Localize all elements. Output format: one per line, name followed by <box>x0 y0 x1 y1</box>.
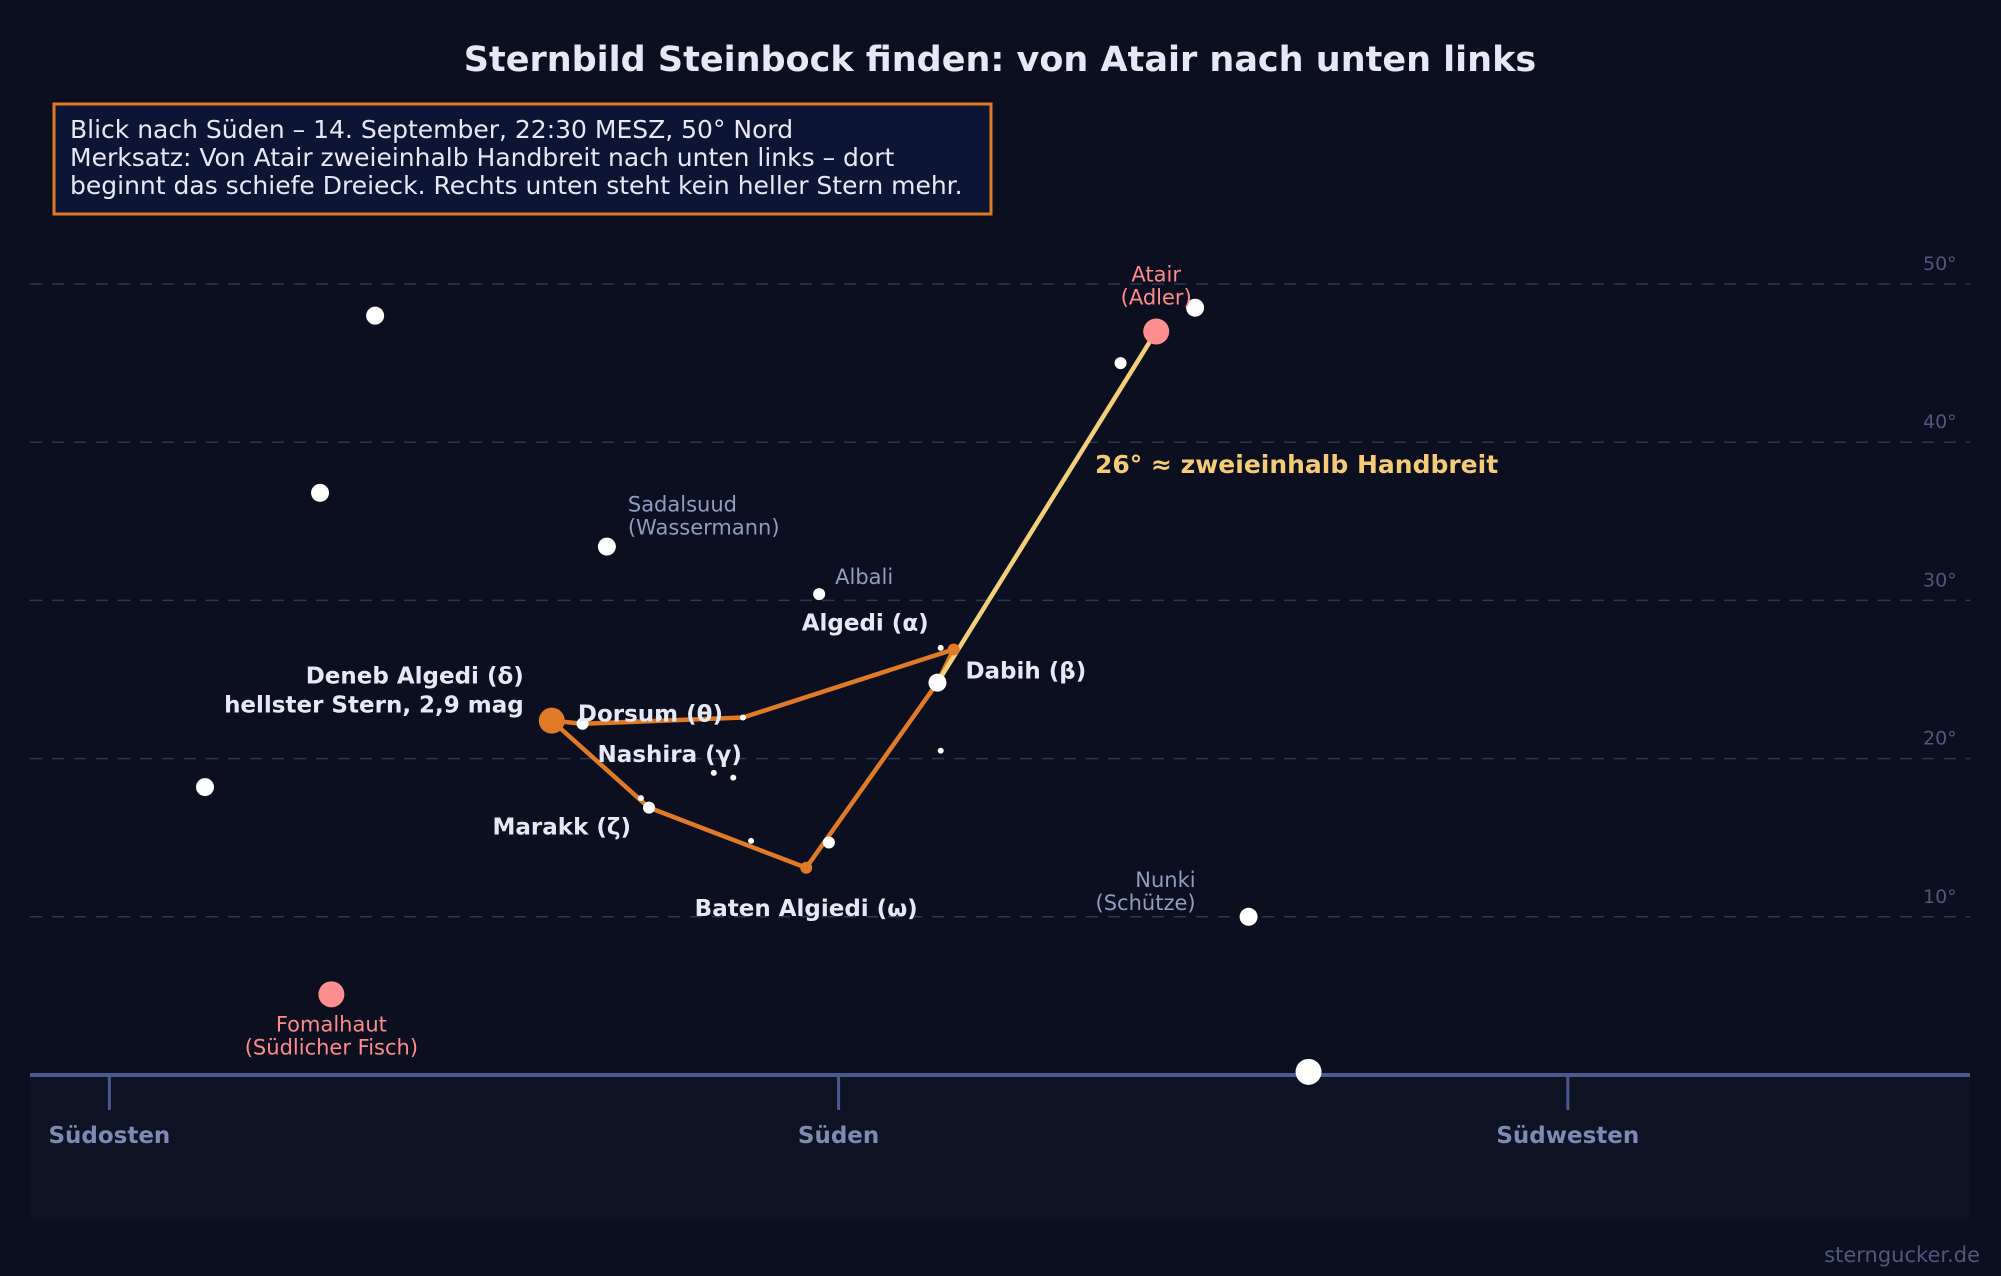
star-sublabel-sadalsuud: (Wassermann) <box>628 516 780 540</box>
pointer-line <box>935 329 1159 685</box>
field-star <box>195 778 214 797</box>
info-box-line-1: Blick nach Süden – 14. September, 22:30 … <box>70 115 793 144</box>
star-label-dorsum: Dorsum (θ) <box>578 701 723 727</box>
star-atair <box>1143 318 1170 345</box>
star-dorsum <box>739 714 746 721</box>
star-algedi <box>947 643 960 656</box>
info-box-frame <box>52 102 993 216</box>
star-sublabel-nunki: (Schütze) <box>1096 891 1196 915</box>
star-label-nunki: Nunki <box>1135 868 1195 892</box>
star-sublabel-fomalhaut: (Südlicher Fisch) <box>245 1035 418 1059</box>
star-label-algedi: Algedi (α) <box>802 610 929 636</box>
altitude-tick-label: 50° <box>1923 253 1957 275</box>
star-label-atair: Atair <box>1131 262 1181 286</box>
field-star <box>366 306 385 325</box>
info-box: Blick nach Süden – 14. September, 22:30 … <box>52 102 993 216</box>
star-label-marakk: Marakk (ζ) <box>493 815 631 841</box>
field-star <box>1186 298 1205 317</box>
star-label-dabih: Dabih (β) <box>965 659 1086 685</box>
star-dabih <box>928 673 947 692</box>
star-nunki <box>1239 907 1258 926</box>
star-baten_algiedi <box>800 861 813 874</box>
field-star <box>822 836 835 849</box>
ground: Südosten Süden Südwesten <box>30 1073 1970 1219</box>
ground-band <box>30 1075 1970 1219</box>
field-star <box>937 644 944 651</box>
altitude-tick-label: 40° <box>1923 411 1957 433</box>
constellation-line <box>549 718 652 810</box>
field-star <box>1114 357 1127 370</box>
field-star <box>710 769 717 776</box>
field-star <box>311 483 330 502</box>
star-deneb_algedi <box>538 707 565 734</box>
field-star <box>730 774 737 781</box>
direction-label: Südwesten <box>1496 1123 1639 1149</box>
direction-label: Südosten <box>48 1123 170 1149</box>
altitude-tick-label: 10° <box>1923 886 1957 908</box>
star-nashira <box>576 717 589 730</box>
stars <box>195 298 1322 1085</box>
star-label-albali: Albali <box>835 565 893 589</box>
star-label-sadalsuud: Sadalsuud <box>628 493 737 517</box>
credit-text: sterngucker.de <box>1824 1243 1980 1267</box>
star-label-fomalhaut: Fomalhaut <box>276 1012 387 1036</box>
star-label-baten_algiedi: Baten Algiedi (ω) <box>695 896 918 922</box>
altitude-tick-label: 30° <box>1923 569 1957 591</box>
constellation-lines: 26° ≈ zweieinhalb Handbreit <box>549 329 1498 871</box>
star-label-deneb_algedi: Deneb Algedi (δ) <box>306 664 524 690</box>
field-star <box>655 714 662 721</box>
altitude-grid: 10° 20° 30° 40° 50° <box>30 253 1970 918</box>
chart-title: Sternbild Steinbock finden: von Atair na… <box>464 40 1536 80</box>
direction-label: Süden <box>798 1123 879 1149</box>
constellation-line <box>646 805 809 871</box>
star-label-nashira: Nashira (γ) <box>598 742 742 768</box>
star-sublabel-atair: (Adler) <box>1121 285 1192 309</box>
star-albali <box>813 588 826 601</box>
info-box-line-2: Merksatz: Von Atair zweieinhalb Handbrei… <box>70 143 894 172</box>
constellation-line <box>740 647 956 720</box>
altitude-tick-label: 20° <box>1923 728 1957 750</box>
star-labels: Atair(Adler) Sadalsuud(Wassermann) Albali A… <box>224 262 1196 1059</box>
info-box-line-3: beginnt das schiefe Dreieck. Rechts unte… <box>70 171 963 200</box>
constellation-line <box>580 715 746 727</box>
field-star <box>748 837 755 844</box>
field-star <box>937 747 944 754</box>
star-sadalsuud <box>597 537 616 556</box>
field-star <box>637 795 644 802</box>
star-fomalhaut <box>318 981 345 1008</box>
star-marakk <box>643 801 656 814</box>
pointer-distance-label: 26° ≈ zweieinhalb Handbreit <box>1095 450 1498 479</box>
star-sublabel-deneb_algedi: hellster Stern, 2,9 mag <box>224 693 524 719</box>
field-star <box>1295 1058 1322 1085</box>
